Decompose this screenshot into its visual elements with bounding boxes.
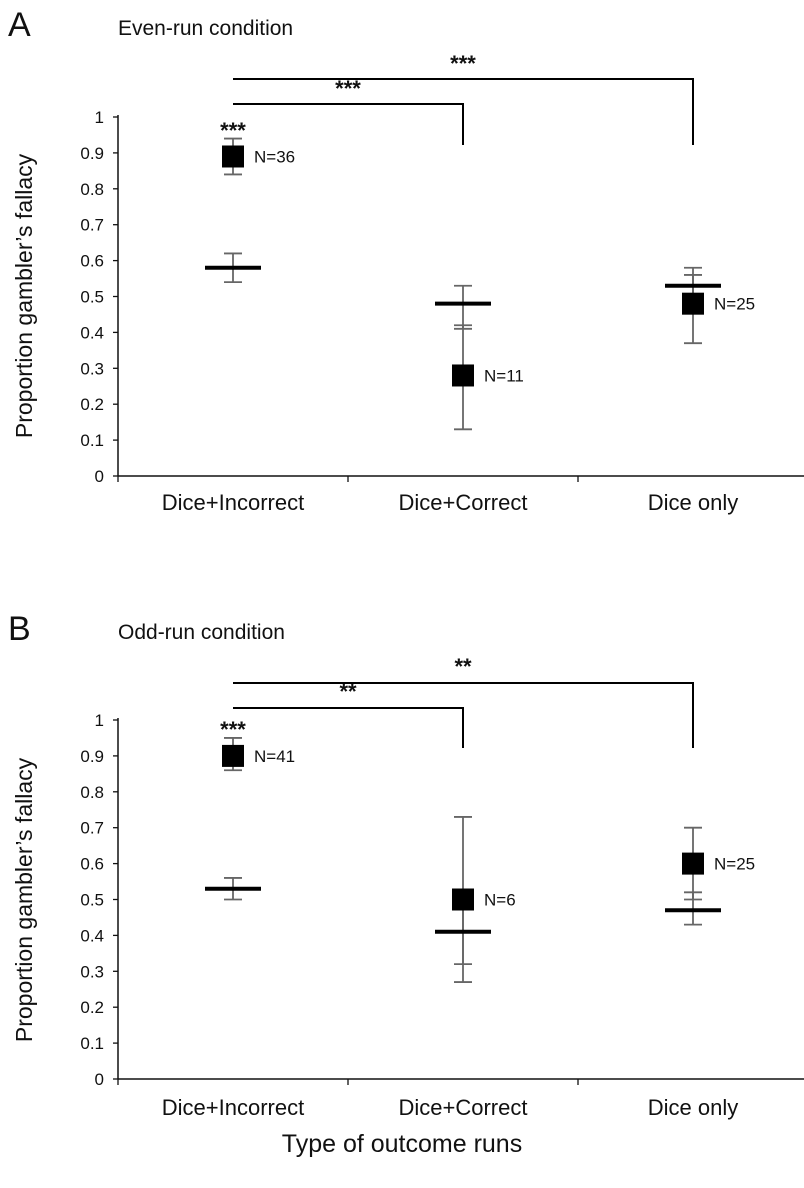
panel-b-y-tick-label: 0.4	[80, 926, 104, 945]
panel-b-n-label: N=6	[484, 891, 516, 910]
panel-b-x-tick-label: Dice+Incorrect	[162, 1095, 304, 1120]
panel-a-n-label: N=11	[484, 366, 524, 385]
panel-b-observed-point	[452, 888, 474, 911]
panel-b-bracket-label: **	[454, 654, 472, 679]
panel-b-y-tick-label: 0.5	[80, 891, 104, 910]
panel-b-observed-point	[682, 852, 704, 875]
panel-b-n-label: N=41	[254, 747, 295, 766]
panel-b-comparison-bracket	[233, 707, 464, 748]
panel-a-y-tick-label: 0.9	[80, 144, 104, 163]
panel-b-n-label: N=25	[714, 855, 755, 874]
panel-a-y-tick-label: 0.5	[80, 288, 104, 307]
panel-a-n-label: N=25	[714, 295, 755, 314]
panel-a-bracket-label: ***	[450, 51, 476, 76]
panel-a-x-tick-label: Dice+Correct	[399, 490, 528, 515]
panel-b-letter: B	[8, 610, 31, 648]
panel-a-y-tick-label: 1	[95, 108, 104, 127]
panel-b-bracket-label: **	[339, 679, 357, 704]
panel-a-x-tick-label: Dice+Incorrect	[162, 490, 304, 515]
panel-a-y-tick-label: 0.1	[80, 431, 104, 450]
panel-a-y-tick-label: 0.3	[80, 359, 104, 378]
panel-b-y-tick-label: 1	[95, 711, 104, 730]
panel-b-comparison-bracket	[233, 682, 694, 748]
panel-b-significance-stars: ***	[220, 717, 246, 742]
panel-b-chart: 0 0.1 0.2 0.3 0.4 0.5 0.6 0.7 0.8 0.9 1 Proportion …	[11, 654, 804, 1120]
panel-b-y-tick-label: 0.6	[80, 855, 104, 874]
panel-b-observed-point	[222, 744, 244, 767]
panel-a-y-tick-label: 0.2	[80, 395, 104, 414]
panel-a-y-tick-label: 0.7	[80, 216, 104, 235]
panel-a-y-tick-label: 0.4	[80, 323, 104, 342]
panel-a-observed-point	[452, 364, 474, 387]
panel-b-y-tick-label: 0.3	[80, 962, 104, 981]
x-axis-label: Type of outcome runs	[281, 1130, 523, 1158]
panel-b-x-tick-label: Dice+Correct	[399, 1095, 528, 1120]
panel-a-letter: A	[8, 6, 31, 44]
panel-b-title: Odd-run condition	[118, 621, 285, 644]
panel-a-x-tick-label: Dice only	[648, 490, 738, 515]
panel-a-y-axis-label: Proportion gambler’s fallacy	[11, 153, 37, 438]
panel-a-y-tick-label: 0.8	[80, 180, 104, 199]
panel-a-significance-stars: ***	[220, 118, 246, 143]
panel-b-y-tick-label: 0.7	[80, 819, 104, 838]
panel-b-y-tick-label: 0.1	[80, 1034, 104, 1053]
panel-a-n-label: N=36	[254, 147, 295, 166]
panel-a-observed-point	[682, 292, 704, 315]
panel-b-y-tick-label: 0.2	[80, 998, 104, 1017]
panel-b-y-axis-label: Proportion gambler’s fallacy	[11, 757, 37, 1042]
panel-b-x-tick-label: Dice only	[648, 1095, 738, 1120]
panel-a-y-tick-label: 0.6	[80, 252, 104, 271]
panel-b-y-tick-label: 0.8	[80, 783, 104, 802]
panel-a-comparison-bracket	[233, 103, 464, 145]
panel-a-bracket-label: ***	[335, 76, 361, 101]
panel-b-y-tick-label: 0.9	[80, 747, 104, 766]
panel-a-chart: 0 0.1 0.2 0.3 0.4 0.5 0.6 0.7 0.8 0.9 1 Proportion …	[11, 51, 804, 515]
panel-b-y-tick-label: 0	[95, 1070, 104, 1089]
panel-a-title: Even-run condition	[118, 17, 294, 40]
panel-a-comparison-bracket	[233, 78, 694, 145]
panel-a-y-tick-label: 0	[95, 467, 104, 486]
panel-a-observed-point	[222, 145, 244, 168]
